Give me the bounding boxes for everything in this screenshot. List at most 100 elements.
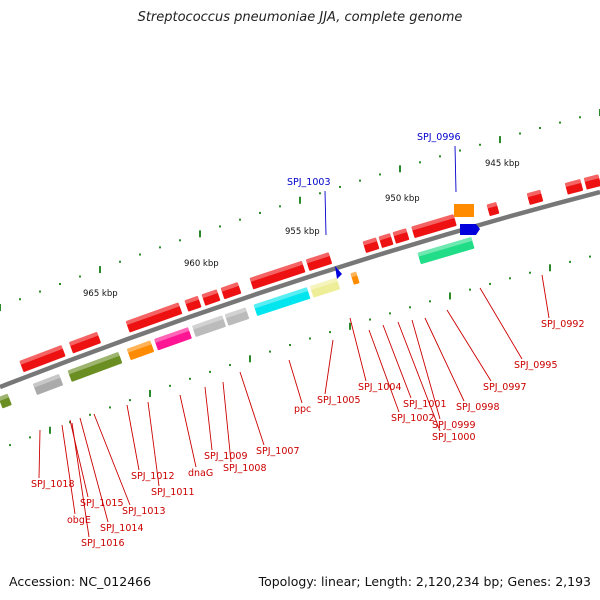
gene-label-spj-1009: SPJ_1009 [204, 451, 248, 462]
minor-tick [119, 260, 121, 263]
minor-tick [579, 116, 581, 119]
minor-tick [559, 121, 561, 124]
scale-label-950: 950 kbp [385, 194, 420, 204]
gene-label-spj-0999: SPJ_0999 [432, 420, 476, 431]
minor-tick [289, 344, 291, 347]
gene-label-spj-1012: SPJ_1012 [131, 471, 175, 482]
minor-tick [189, 377, 191, 380]
minor-tick [319, 192, 321, 195]
leader-line [204, 386, 213, 451]
leader-line [446, 309, 492, 382]
gene-spj-0996-arrow [460, 224, 480, 235]
gene-label-spj-1005: SPJ_1005 [317, 395, 361, 406]
gene-block [191, 315, 226, 337]
minor-tick [369, 318, 371, 321]
gene-arrow [362, 237, 380, 253]
gene-block [224, 307, 250, 326]
major-tick [499, 136, 501, 144]
leader-line [79, 417, 109, 523]
leader-line [382, 324, 412, 399]
major-tick [349, 322, 351, 330]
gene-label-leaders [38, 145, 550, 538]
gene-block [67, 351, 123, 382]
genome-title: Streptococcus pneumoniae JJA, complete g… [137, 10, 463, 25]
minor-tick [129, 399, 131, 402]
major-tick [199, 230, 201, 238]
leader-line [93, 413, 131, 506]
minor-tick [39, 290, 41, 293]
gene-label-spj-1002: SPJ_1002 [391, 413, 435, 424]
gene-arrow [411, 214, 457, 238]
scale-label-945: 945 kbp [485, 159, 520, 169]
minor-tick [519, 132, 521, 135]
major-tick [299, 196, 301, 204]
minor-tick [589, 255, 591, 258]
minor-tick [69, 421, 71, 424]
minor-tick [469, 288, 471, 291]
gene-block [253, 287, 311, 316]
minor-tick [509, 277, 511, 280]
genome-summary-text: Topology: linear; Length: 2,120,234 bp; … [258, 574, 591, 589]
gene-block [154, 327, 192, 351]
gene-label-spj-0997: SPJ_0997 [483, 382, 527, 393]
gene-label-spj-1015: SPJ_1015 [80, 498, 124, 509]
gene-arrow [19, 345, 66, 372]
gene-arrow [378, 233, 394, 248]
leader-line [71, 422, 90, 538]
minor-tick [89, 413, 91, 416]
gene-label-dnag: dnaG [188, 468, 213, 479]
gene-block [126, 340, 155, 360]
minor-tick [529, 271, 531, 274]
gene-block [0, 393, 12, 409]
gene-label-ppc: ppc [294, 404, 311, 415]
leader-line [541, 274, 550, 319]
major-tick [249, 355, 251, 363]
minor-tick [59, 282, 61, 285]
leader-line [222, 381, 232, 463]
gene-label-obge: obgE [67, 515, 91, 526]
minor-tick [219, 225, 221, 228]
leader-line [61, 424, 76, 515]
highlight-label-spj-1003: SPJ_1003 [287, 177, 331, 188]
gene-label-spj-1016: SPJ_1016 [81, 538, 125, 549]
gene-label-spj-0998: SPJ_0998 [456, 402, 500, 413]
major-tick [549, 264, 551, 272]
leader-line [424, 317, 465, 402]
gene-label-spj-1011: SPJ_1011 [151, 487, 195, 498]
major-tick [149, 389, 151, 397]
major-tick [399, 165, 401, 173]
major-tick [99, 266, 101, 274]
gene-spj-0996-block [454, 204, 474, 217]
gene-arrow [583, 174, 600, 190]
minor-tick [569, 260, 571, 263]
minor-tick [9, 444, 11, 447]
gene-label-spj-1008: SPJ_1008 [223, 463, 267, 474]
major-tick [49, 426, 51, 434]
minor-tick [19, 298, 21, 301]
gene-arrow [392, 228, 410, 244]
minor-tick [409, 306, 411, 309]
minor-tick [419, 161, 421, 164]
major-tick [0, 304, 1, 311]
minor-tick [159, 246, 161, 249]
highlight-label-spj-0996: SPJ_0996 [417, 132, 461, 143]
gene-arrow [201, 289, 221, 306]
gene-label-spj-1018: SPJ_1018 [31, 479, 75, 490]
gene-label-spj-1001: SPJ_1001 [403, 399, 447, 410]
gene-label-spj-0995: SPJ_0995 [514, 360, 558, 371]
minor-tick [259, 211, 261, 214]
gene-arrow [526, 189, 544, 205]
leader-line [349, 317, 367, 382]
minor-tick [109, 406, 111, 409]
gene-features [0, 174, 600, 409]
leader-line [38, 429, 41, 479]
minor-tick [379, 173, 381, 176]
gene-label-spj-1007: SPJ_1007 [256, 446, 300, 457]
minor-tick [329, 331, 331, 334]
leader-line [411, 319, 441, 420]
leader-line [324, 339, 334, 395]
minor-tick [179, 239, 181, 242]
leader-line [126, 404, 140, 471]
leader-line [69, 419, 89, 498]
minor-tick [359, 179, 361, 182]
